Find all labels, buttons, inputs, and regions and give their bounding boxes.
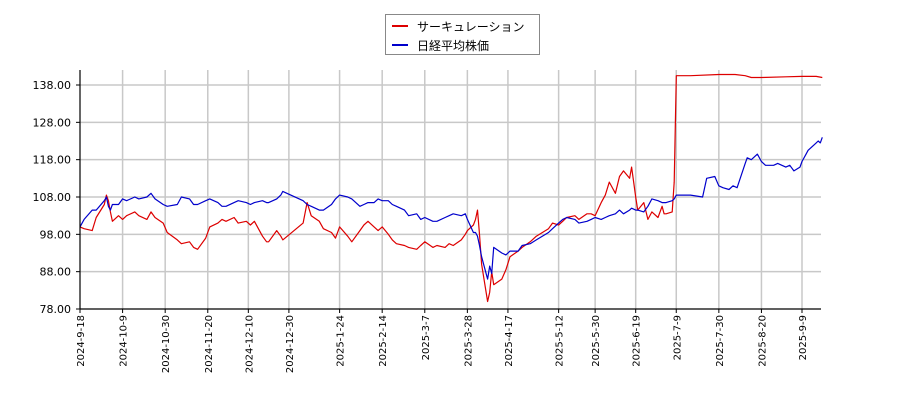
x-tick-label: 2025-9-9 [798,315,809,360]
x-tick-label: 2025-1-24 [336,315,347,367]
y-tick-label: 138.00 [33,79,72,92]
nikkei-line [79,137,823,280]
legend: サーキュレーション 日経平均株価 [385,14,540,55]
y-tick-label: 88.00 [40,266,72,279]
x-tick-label: 2025-7-9 [672,315,683,360]
x-tick-label: 2024-10-9 [119,315,130,367]
y-tick-label: 128.00 [33,116,72,129]
legend-label: サーキュレーション [417,19,525,34]
x-tick-label: 2024-9-18 [76,315,87,367]
circulation-line [79,73,823,303]
x-tick-label: 2025-8-20 [757,315,768,367]
gridlines [80,70,821,309]
x-tick-label: 2024-11-20 [204,315,215,373]
y-tick-label: 98.00 [40,228,72,241]
x-tick-label: 2025-6-19 [632,315,643,367]
x-tick-label: 2025-4-17 [504,315,515,367]
legend-label: 日経平均株価 [417,38,490,53]
x-tick-label: 2024-10-30 [161,315,172,373]
x-tick-label: 2025-7-30 [715,315,726,367]
legend-swatch-blue [392,44,408,46]
x-tick-label: 2025-5-12 [555,315,566,367]
legend-item-circulation: サーキュレーション [392,17,525,35]
y-tick-label: 118.00 [33,154,72,167]
series-lines [79,73,823,303]
x-axis-ticks: 2024-9-18 2024-10-9 2024-10-30 2024-11-20 20… [76,309,809,373]
y-tick-label: 78.00 [40,303,72,316]
x-tick-label: 2025-3-28 [463,315,474,367]
x-tick-label: 2025-3-7 [421,315,432,360]
x-tick-label: 2024-12-30 [285,315,296,373]
legend-swatch-red [392,25,408,27]
y-axis-ticks: 78.00 88.00 98.00 108.00 118.00 128.00 138.00 [33,79,80,316]
legend-item-nikkei: 日経平均株価 [392,36,489,54]
y-tick-label: 108.00 [33,191,72,204]
x-tick-label: 2025-2-14 [378,315,389,367]
axes [79,70,821,310]
x-tick-label: 2024-12-10 [244,315,255,373]
x-tick-label: 2025-5-30 [591,315,602,367]
